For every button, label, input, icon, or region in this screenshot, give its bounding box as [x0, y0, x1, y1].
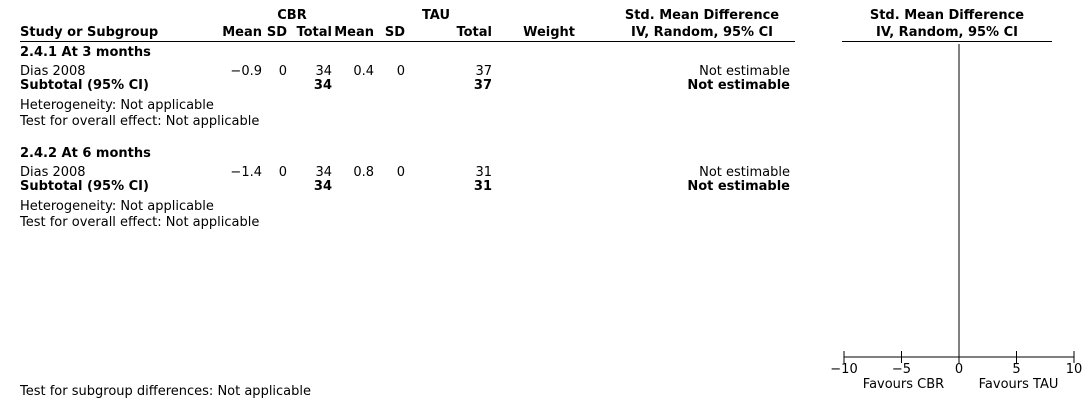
tau-mean: 0.8 [353, 165, 374, 180]
col-tau-sd: SD [384, 25, 405, 40]
study-name: Dias 2008 [20, 64, 86, 79]
tau-mean: 0.4 [353, 64, 374, 79]
study-effect: Not estimable [699, 165, 790, 180]
col-tau-mean: Mean [334, 25, 374, 40]
cbr-total: 34 [315, 165, 332, 180]
x-tick-label: 5 [1012, 362, 1020, 377]
col-cbr-mean: Mean [222, 25, 262, 40]
x-tick-label: −10 [830, 362, 857, 377]
x-tick-label: 10 [1066, 362, 1083, 377]
plot-header-title: Std. Mean Difference [869, 8, 1025, 23]
group-header-tau: TAU [421, 8, 451, 23]
header-rule-plot [842, 41, 1052, 42]
col-cbr-sd: SD [266, 25, 287, 40]
heterogeneity-text: Heterogeneity: Not applicable [20, 199, 214, 214]
header-rule-table [20, 41, 795, 42]
col-cbr-total: Total [296, 25, 332, 40]
overall-effect-text: Test for overall effect: Not applicable [20, 215, 260, 230]
subtotal-tau-total: 37 [473, 78, 492, 93]
group-header-cbr: CBR [277, 8, 307, 23]
subtotal-effect: Not estimable [687, 78, 790, 93]
col-tau-total: Total [456, 25, 492, 40]
subtotal-effect: Not estimable [687, 179, 790, 194]
study-name: Dias 2008 [20, 165, 86, 180]
effect-header-title: Std. Mean Difference [624, 8, 780, 23]
favours-left-label: Favours CBR [863, 377, 944, 392]
cbr-sd: 0 [278, 165, 287, 180]
cbr-mean: −0.9 [230, 64, 262, 79]
favours-right-label: Favours TAU [979, 377, 1059, 392]
x-tick-label: 0 [955, 362, 963, 377]
col-weight: Weight [523, 25, 575, 40]
subgroup-title: 2.4.2 At 6 months [20, 146, 151, 161]
subtotal-cbr-total: 34 [313, 179, 332, 194]
study-effect: Not estimable [699, 64, 790, 79]
tau-sd: 0 [396, 64, 405, 79]
plot-header-method: IV, Random, 95% CI [876, 25, 1018, 40]
cbr-mean: −1.4 [230, 165, 262, 180]
subtotal-label: Subtotal (95% CI) [20, 179, 149, 194]
subgroup-differences-text: Test for subgroup differences: Not appli… [20, 384, 312, 399]
subtotal-tau-total: 31 [473, 179, 492, 194]
subtotal-label: Subtotal (95% CI) [20, 78, 149, 93]
subgroup-title: 2.4.1 At 3 months [20, 45, 151, 60]
col-study: Study or Subgroup [20, 25, 159, 40]
tau-total: 37 [475, 64, 492, 79]
tau-total: 31 [475, 165, 492, 180]
tau-sd: 0 [396, 165, 405, 180]
overall-effect-text: Test for overall effect: Not applicable [20, 114, 260, 129]
cbr-sd: 0 [278, 64, 287, 79]
cbr-total: 34 [315, 64, 332, 79]
heterogeneity-text: Heterogeneity: Not applicable [20, 98, 214, 113]
subtotal-cbr-total: 34 [313, 78, 332, 93]
x-tick-label: −5 [892, 362, 911, 377]
effect-header-method: IV, Random, 95% CI [631, 25, 773, 40]
